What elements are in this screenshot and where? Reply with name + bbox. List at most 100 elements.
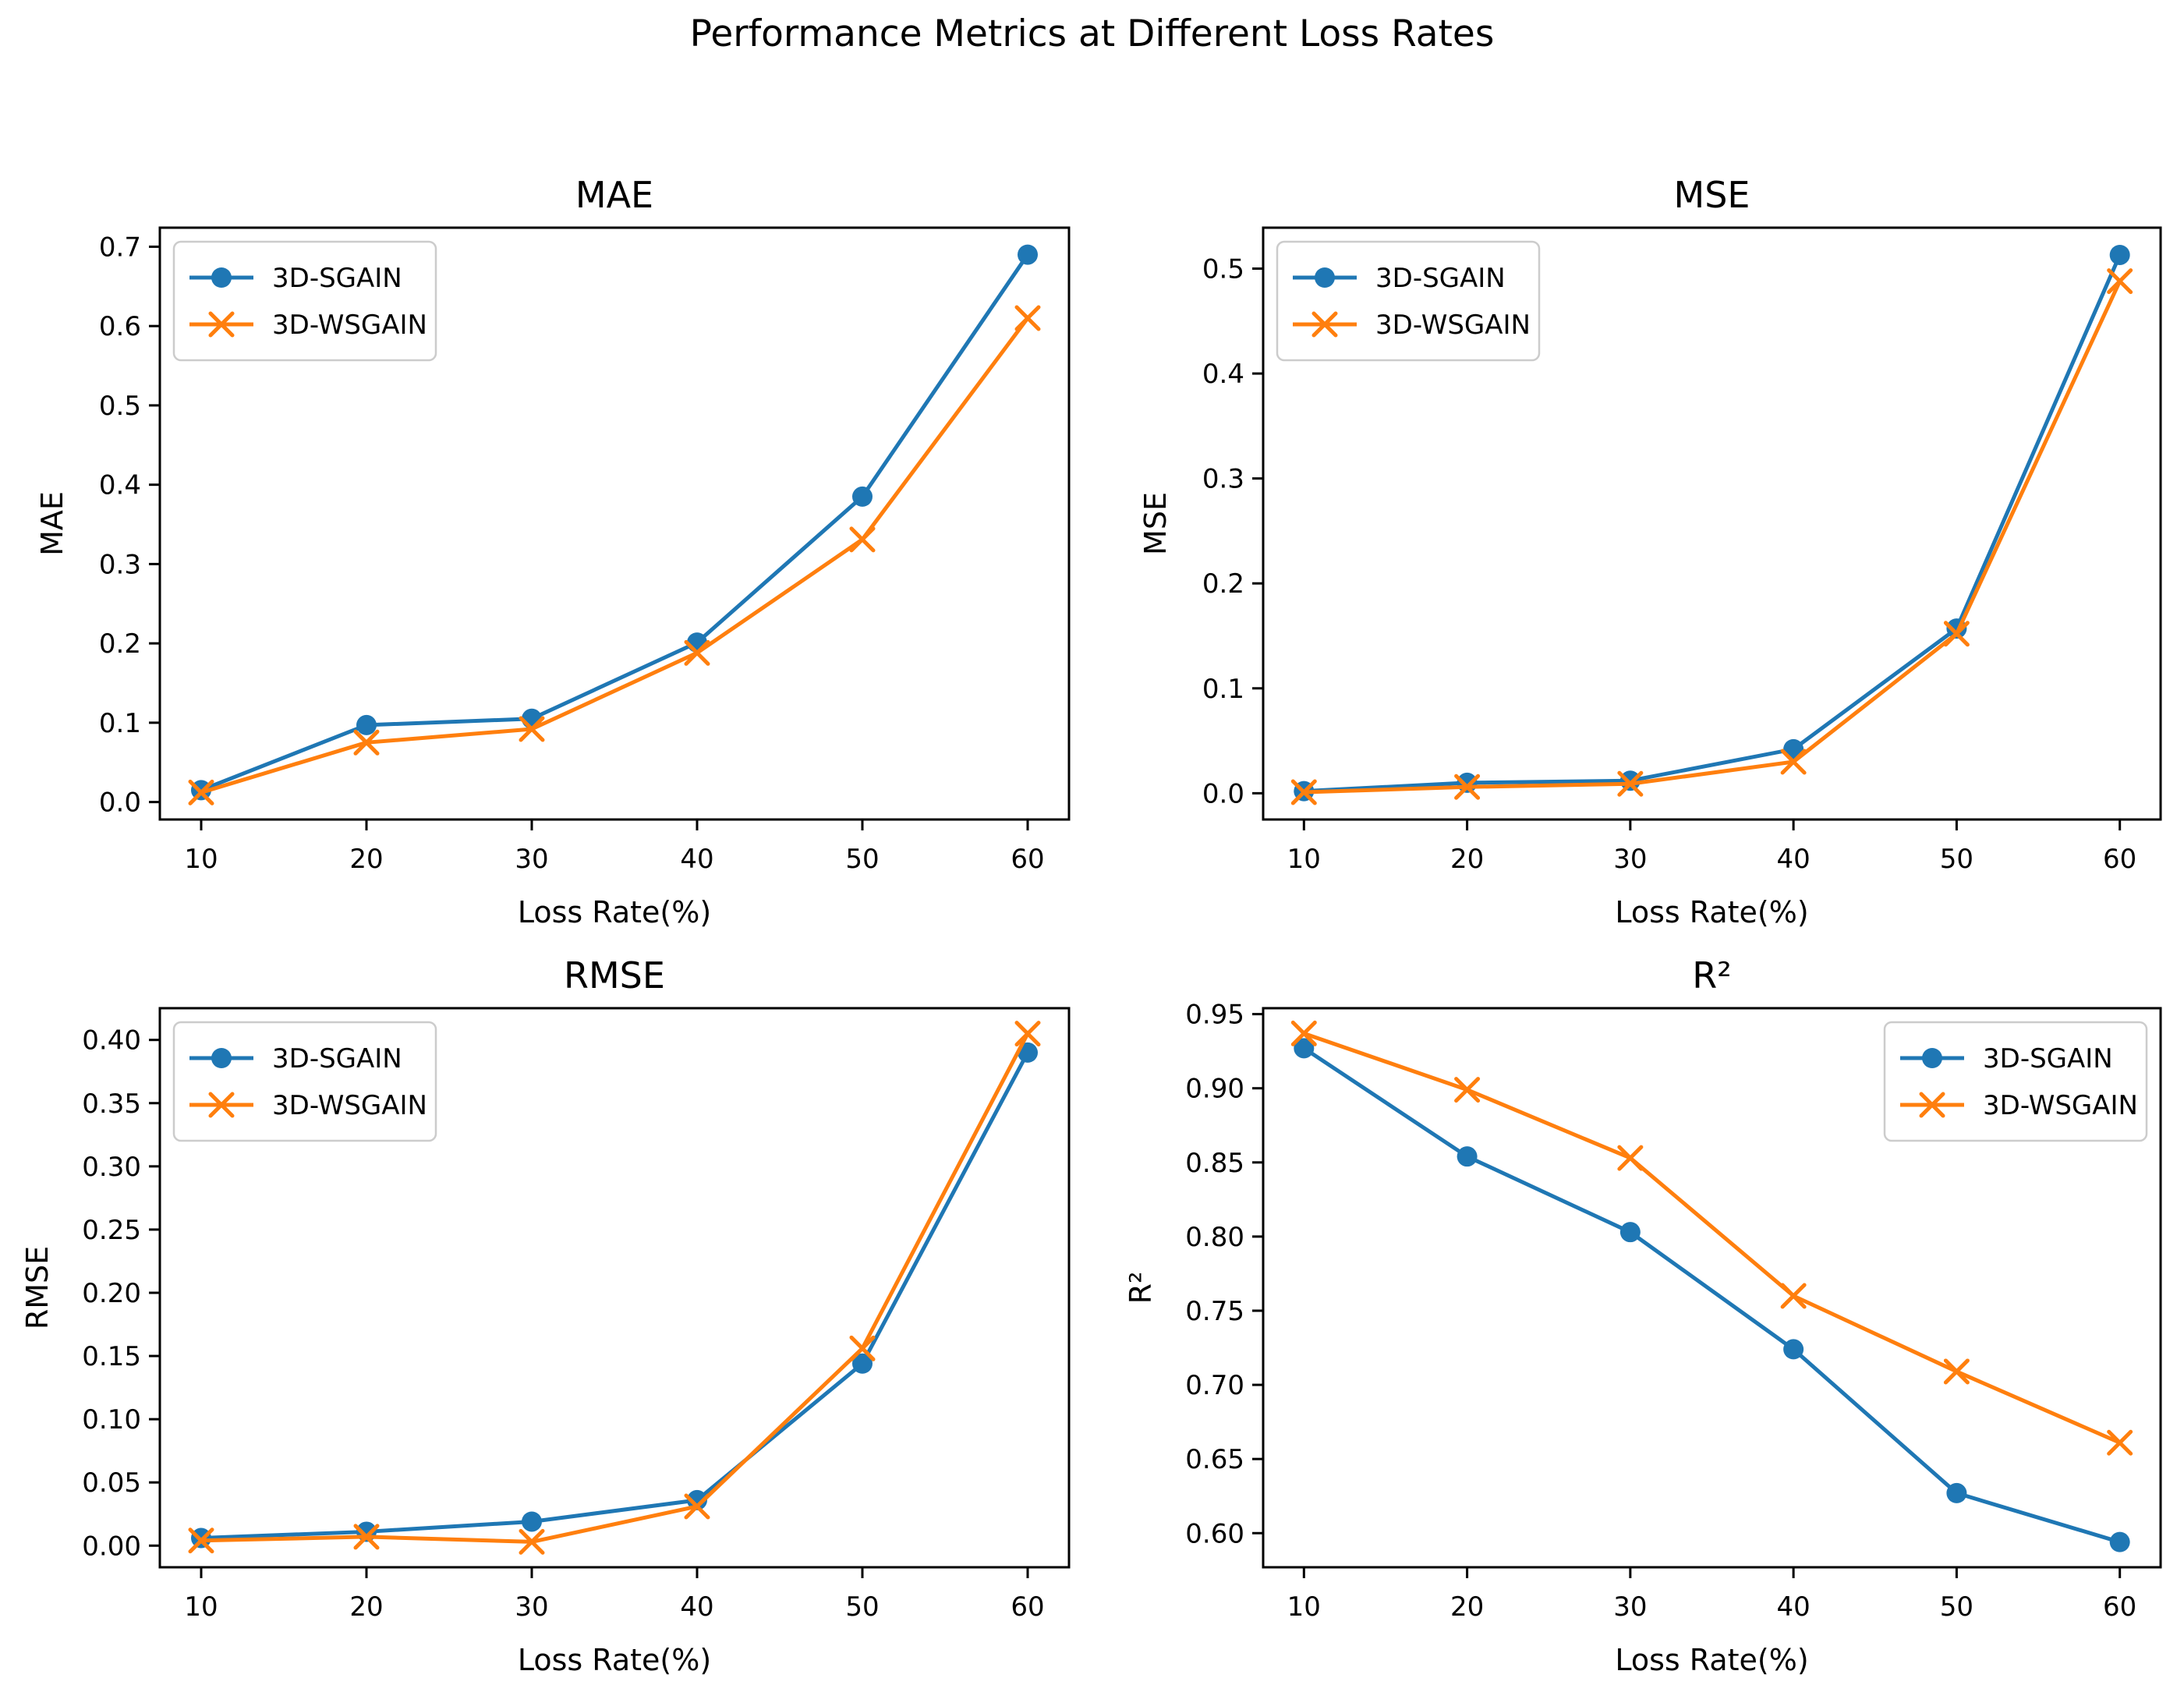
marker-x — [849, 526, 876, 553]
marker-x — [849, 1335, 876, 1361]
marker-x — [1290, 1020, 1317, 1046]
y-axis-label: MSE — [1138, 492, 1173, 555]
y-tick-label: 0.30 — [82, 1152, 141, 1183]
marker-x — [684, 639, 710, 666]
y-tick-label: 0.05 — [82, 1467, 141, 1499]
legend-label: 3D-SGAIN — [272, 1043, 402, 1074]
legend-box — [172, 240, 437, 362]
y-tick-label: 0.4 — [1202, 359, 1244, 390]
marker-x — [353, 729, 380, 756]
series-line-3d-sgain — [1301, 253, 2122, 794]
legend-marker-x — [1919, 1092, 1945, 1118]
y-tick-label: 0.25 — [82, 1215, 141, 1246]
legend-label: 3D-WSGAIN — [272, 1090, 427, 1121]
subplot-title: R² — [1692, 954, 1731, 996]
marker-x — [2107, 268, 2133, 295]
subplot-title: RMSE — [564, 954, 665, 996]
marker-x — [1780, 749, 1807, 775]
marker-x — [353, 1524, 380, 1550]
series-line-3d-wsgain — [1301, 1031, 2122, 1445]
marker-circle — [1783, 1339, 1804, 1360]
series-line-3d-sgain — [1301, 1046, 2122, 1545]
legend: 3D-SGAIN 3D-WSGAIN — [1883, 1021, 2148, 1142]
series-line-3d-sgain — [199, 1050, 1030, 1541]
marker-x — [1454, 773, 1481, 800]
legend-marker-x — [208, 311, 235, 338]
y-tick-label: 0.7 — [99, 232, 141, 263]
marker-x — [1943, 621, 1970, 647]
x-tick-label: 60 — [1011, 1591, 1044, 1623]
subplot-title: MSE — [1674, 174, 1750, 216]
x-tick-label: 40 — [1777, 844, 1811, 875]
y-tick-label: 0.3 — [99, 549, 141, 580]
legend-item: 3D-SGAIN — [189, 263, 402, 294]
x-tick-label: 30 — [515, 844, 548, 875]
marker-circle — [522, 1511, 542, 1532]
legend-label: 3D-WSGAIN — [1983, 1090, 2138, 1121]
x-axis-label: Loss Rate(%) — [518, 895, 711, 929]
x-tick-label: 50 — [845, 844, 879, 875]
legend-label: 3D-SGAIN — [272, 263, 402, 294]
marker-circle — [852, 486, 873, 507]
x-tick-label: 30 — [1613, 844, 1647, 875]
x-tick-label: 50 — [1940, 1591, 1973, 1623]
marker-x — [519, 716, 545, 742]
marker-circle — [1018, 244, 1038, 265]
legend-item: 3D-WSGAIN — [1900, 1090, 2138, 1121]
legend-item: 3D-SGAIN — [1293, 263, 1506, 294]
x-tick-label: 20 — [349, 1591, 383, 1623]
y-tick-label: 0.2 — [1202, 568, 1244, 600]
y-tick-label: 0.3 — [1202, 464, 1244, 495]
marker-x — [1617, 1145, 1644, 1171]
y-tick-label: 0.15 — [82, 1341, 141, 1372]
y-axis-label: RMSE — [20, 1246, 55, 1329]
y-tick-label: 0.85 — [1185, 1148, 1244, 1179]
legend-marker-circle — [211, 1048, 232, 1068]
x-tick-label: 10 — [1287, 844, 1321, 875]
legend-item: 3D-WSGAIN — [189, 1090, 427, 1121]
legend-label: 3D-WSGAIN — [1375, 310, 1531, 341]
x-tick-label: 20 — [1450, 844, 1484, 875]
x-tick-label: 60 — [2103, 844, 2136, 875]
legend: 3D-SGAIN 3D-WSGAIN — [172, 1021, 437, 1142]
marker-x — [519, 1528, 545, 1555]
y-tick-label: 0.2 — [99, 628, 141, 660]
y-tick-label: 0.95 — [1185, 1000, 1244, 1031]
series-line-3d-wsgain — [1301, 279, 2122, 795]
x-tick-label: 60 — [2103, 1591, 2136, 1623]
x-tick-label: 40 — [680, 844, 713, 875]
y-axis-label: MAE — [35, 491, 69, 556]
y-tick-label: 0.1 — [99, 708, 141, 739]
y-tick-label: 0.0 — [99, 788, 141, 819]
x-tick-label: 30 — [1613, 1591, 1647, 1623]
legend-marker-circle — [211, 267, 232, 288]
marker-circle — [852, 1353, 873, 1374]
y-axis-label: R² — [1124, 1272, 1158, 1304]
y-tick-label: 0.75 — [1185, 1296, 1244, 1327]
x-tick-label: 10 — [184, 1591, 218, 1623]
legend-box — [1883, 1021, 2148, 1142]
marker-x — [1780, 1283, 1807, 1309]
marker-circle — [2109, 1531, 2130, 1552]
legend-label: 3D-WSGAIN — [272, 310, 427, 341]
y-tick-label: 0.10 — [82, 1404, 141, 1435]
y-tick-label: 0.5 — [99, 391, 141, 422]
legend-item: 3D-SGAIN — [189, 1043, 402, 1074]
chart-r: R² 10 20 30 40 50 60 0.60 0.65 0.70 0.75 0.80 0.85 0.… — [1124, 954, 2162, 1677]
marker-circle — [1018, 1042, 1038, 1063]
legend-item: 3D-SGAIN — [1900, 1043, 2113, 1074]
legend-label: 3D-SGAIN — [1375, 263, 1506, 294]
marker-x — [1014, 1021, 1041, 1047]
legend: 3D-SGAIN 3D-WSGAIN — [172, 240, 437, 362]
y-tick-label: 0.20 — [82, 1278, 141, 1309]
marker-x — [188, 1527, 214, 1554]
marker-circle — [2109, 244, 2130, 265]
marker-x — [1014, 305, 1041, 331]
y-tick-label: 0.6 — [99, 311, 141, 342]
marker-circle — [356, 714, 377, 735]
y-tick-label: 0.00 — [82, 1531, 141, 1562]
chart-mse: MSE 10 20 30 40 50 60 0.0 0.1 0.2 0.3 0.4 0.5 Loss Ra… — [1138, 174, 2162, 929]
x-axis-label: Loss Rate(%) — [518, 1643, 711, 1677]
y-tick-label: 0.90 — [1185, 1074, 1244, 1105]
